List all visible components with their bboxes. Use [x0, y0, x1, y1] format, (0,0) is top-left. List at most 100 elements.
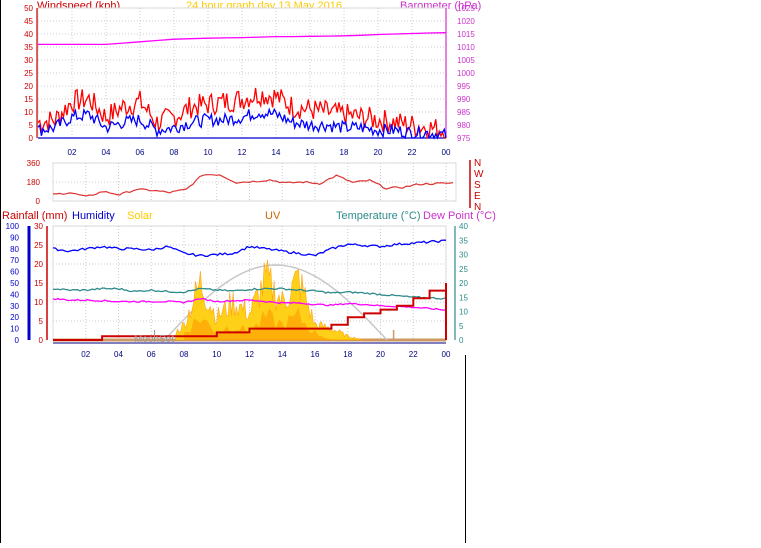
wind-time-label: 10 — [204, 148, 213, 157]
wind-time-label: 12 — [238, 148, 247, 157]
rain-tick-label: 15 — [34, 279, 43, 288]
uv-area — [184, 307, 332, 340]
rain-tick-label: 25 — [34, 241, 43, 250]
wind-tick-label: 50 — [24, 4, 33, 13]
wind-time-label: 16 — [306, 148, 315, 157]
compass-label: W — [474, 169, 484, 180]
legend-temperature: Temperature (°C) — [336, 210, 420, 222]
wind-y-ticks: 0 5 10 15 20 25 30 35 40 45 50 — [24, 4, 33, 143]
compass-label: S — [474, 180, 481, 191]
barometer-tick-label: 980 — [457, 121, 471, 130]
compass-label: N — [474, 158, 481, 169]
weather-time-label: 10 — [212, 350, 221, 359]
wind-tick-label: 40 — [24, 30, 33, 39]
wind-time-label: 02 — [68, 148, 77, 157]
humidity-tick-label: 90 — [10, 233, 19, 242]
temperature-line — [52, 287, 447, 300]
weather-time-label: 02 — [81, 350, 90, 359]
temperature-tick-label: 0 — [459, 336, 464, 345]
barometer-tick-label: 1010 — [457, 43, 475, 52]
weather-time-label: 06 — [147, 350, 156, 359]
wind-tick-label: 25 — [24, 69, 33, 78]
barometer-tick-label: 985 — [457, 108, 471, 117]
wind-tick-label: 5 — [29, 121, 34, 130]
temperature-tick-label: 20 — [459, 279, 468, 288]
weather-time-label: 20 — [376, 350, 385, 359]
temperature-tick-label: 10 — [459, 308, 468, 317]
barometer-tick-label: 1020 — [457, 17, 475, 26]
humidity-line — [52, 239, 447, 257]
temperature-tick-label: 30 — [459, 251, 468, 260]
barometer-tick-label: 975 — [457, 134, 471, 143]
moonset-label: MoonSet — [134, 334, 174, 345]
legend-rainfall: Rainfall (mm) — [2, 210, 67, 222]
humidity-tick-label: 10 — [10, 325, 19, 334]
legend-solar: Solar — [127, 210, 153, 222]
wind-time-label: 00 — [442, 148, 451, 157]
wind-tick-label: 10 — [24, 108, 33, 117]
barometer-y-ticks: 975 980 985 990 995 1000 1005 1010 1015 1020 1025 — [457, 4, 475, 143]
wind-tick-label: 20 — [24, 82, 33, 91]
rain-tick-label: 10 — [34, 298, 43, 307]
temperature-tick-label: 35 — [459, 236, 468, 245]
barometer-line — [38, 32, 447, 46]
humidity-tick-label: 70 — [10, 256, 19, 265]
weather-time-label: 12 — [245, 350, 254, 359]
direction-line — [53, 174, 454, 197]
direction-tick-label: 360 — [27, 159, 41, 168]
wind-tick-label: 30 — [24, 56, 33, 65]
humidity-tick-label: 0 — [15, 336, 20, 345]
solar-area — [175, 259, 373, 341]
wind-time-label: 20 — [374, 148, 383, 157]
legend-uv: UV — [265, 210, 281, 222]
rain-tick-label: 5 — [39, 317, 44, 326]
rainfall-line — [53, 283, 447, 341]
barometer-tick-label: 1000 — [457, 69, 475, 78]
wind-time-label: 14 — [272, 148, 281, 157]
wind-series — [37, 32, 447, 140]
weather-x-ticks: 02 04 06 08 10 12 14 16 18 20 22 00 — [81, 350, 451, 359]
wind-x-ticks: 02 04 06 08 10 12 14 16 18 20 22 00 — [68, 148, 451, 157]
weather-time-label: 16 — [311, 350, 320, 359]
humidity-tick-label: 40 — [10, 290, 19, 299]
humidity-tick-label: 100 — [6, 222, 20, 231]
temperature-y-ticks: 0 5 10 15 20 25 30 35 40 — [459, 222, 468, 345]
gust-line — [37, 87, 446, 139]
weather-time-label: 22 — [409, 350, 418, 359]
weather-time-label: 14 — [278, 350, 287, 359]
temperature-tick-label: 25 — [459, 265, 468, 274]
wind-tick-label: 45 — [24, 17, 33, 26]
humidity-tick-label: 80 — [10, 245, 19, 254]
rain-y-ticks: 0 5 10 15 20 25 30 — [34, 222, 43, 345]
compass-label: E — [474, 191, 481, 202]
barometer-tick-label: 1025 — [457, 4, 475, 13]
wind-tick-label: 35 — [24, 43, 33, 52]
barometer-tick-label: 1015 — [457, 30, 475, 39]
wind-time-label: 18 — [340, 148, 349, 157]
compass-label: N — [474, 202, 481, 213]
rain-tick-label: 0 — [39, 336, 44, 345]
direction-series — [53, 174, 454, 197]
dew-point-line — [52, 297, 447, 311]
humidity-tick-label: 50 — [10, 279, 19, 288]
weather-series — [52, 239, 447, 341]
humidity-tick-label: 60 — [10, 268, 19, 277]
weather-time-label: 18 — [343, 350, 352, 359]
barometer-tick-label: 1005 — [457, 56, 475, 65]
avg-wind-line — [37, 107, 447, 140]
temperature-tick-label: 15 — [459, 293, 468, 302]
legend-dew-point: Dew Point (°C) — [423, 210, 496, 222]
temperature-tick-label: 40 — [459, 222, 468, 231]
right-border — [465, 355, 466, 543]
weather-time-label: 04 — [114, 350, 123, 359]
wind-tick-label: 0 — [29, 134, 34, 143]
direction-tick-label: 0 — [36, 197, 41, 206]
wind-time-label: 08 — [170, 148, 179, 157]
legend-humidity: Humidity — [72, 210, 115, 222]
wind-time-label: 04 — [102, 148, 111, 157]
direction-y-ticks: 0 180 360 — [27, 159, 41, 206]
rain-tick-label: 20 — [34, 260, 43, 269]
